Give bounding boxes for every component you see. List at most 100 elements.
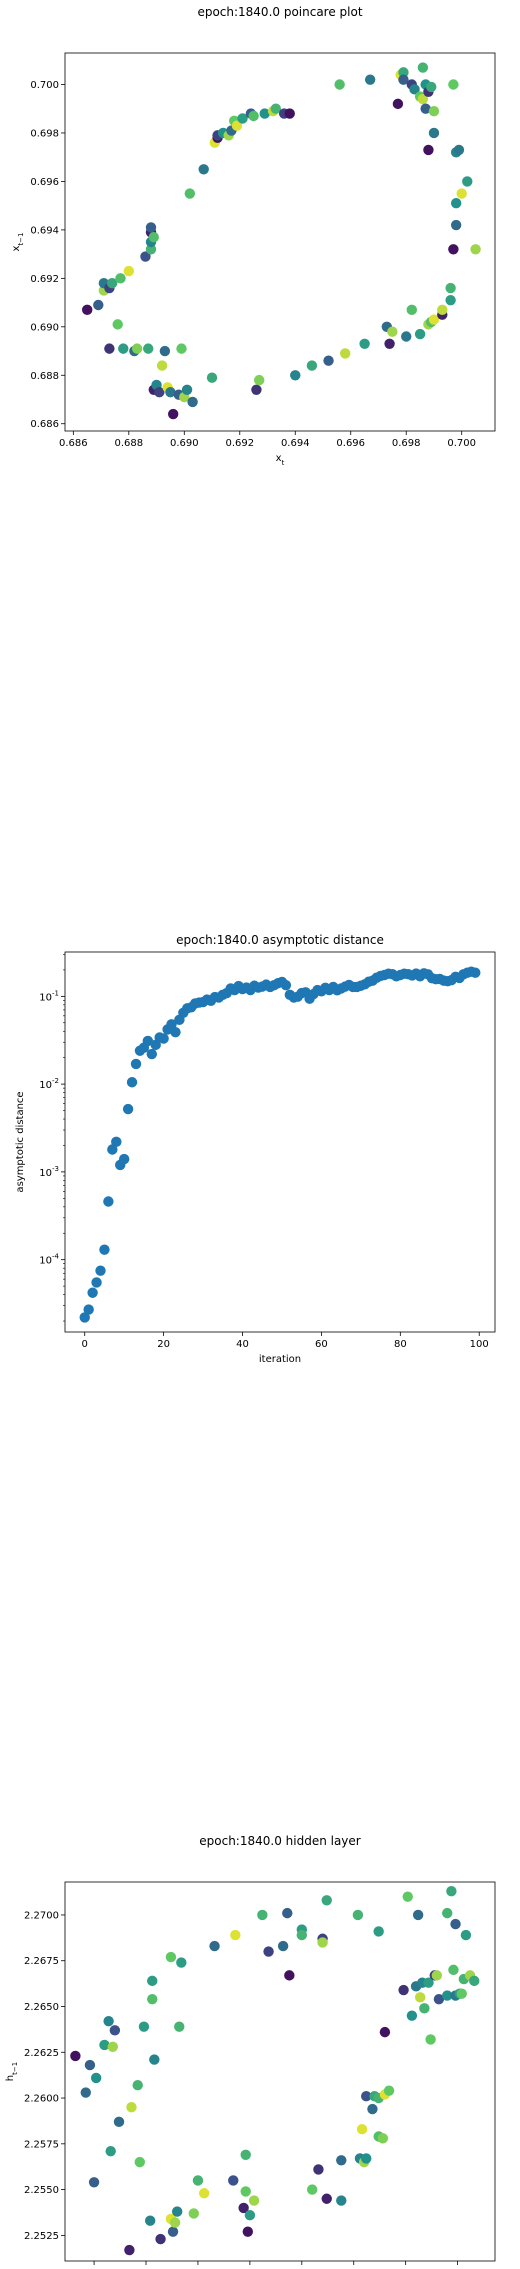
data-point — [364, 74, 376, 85]
x-tick-label: 0.700 — [447, 438, 476, 449]
data-point — [206, 372, 218, 383]
data-point — [313, 2164, 324, 2175]
data-point — [147, 1975, 158, 1987]
data-point — [306, 2184, 318, 2195]
data-point — [105, 2145, 116, 2157]
y-tick-label: 0.688 — [30, 371, 59, 382]
data-point — [428, 127, 440, 139]
data-point — [124, 2244, 135, 2256]
data-point — [317, 1937, 328, 1948]
data-point — [284, 1970, 295, 1981]
data-point — [80, 2087, 91, 2098]
y-tick-label: 2.2600 — [24, 2094, 59, 2105]
y-tick-label: 0.690 — [30, 322, 59, 333]
x-axis-label: xt — [276, 453, 285, 467]
y-tick-label: 2.2575 — [24, 2139, 59, 2150]
data-point — [392, 98, 404, 110]
points-group — [70, 1885, 480, 2256]
data-point — [99, 1244, 110, 1255]
y-tick-label: 10-3 — [39, 1165, 59, 1179]
data-point — [87, 1287, 98, 1298]
data-point — [448, 79, 459, 90]
data-point — [103, 2015, 114, 2027]
data-point — [146, 1048, 157, 1060]
data-point — [81, 304, 93, 316]
data-point — [126, 1077, 138, 1088]
chart-title: epoch:1840.0 asymptotic distance — [176, 933, 384, 947]
y-tick-exponent: -2 — [52, 1077, 59, 1085]
data-point — [115, 273, 126, 284]
data-point — [244, 2210, 256, 2221]
data-point — [425, 2034, 436, 2045]
data-point — [462, 176, 473, 187]
x-tick-label: 0.698 — [392, 438, 421, 449]
data-point — [442, 1990, 453, 2001]
data-point — [323, 355, 334, 366]
data-point — [113, 2116, 125, 2128]
data-point — [377, 2133, 389, 2144]
data-point — [142, 1035, 154, 1047]
data-point — [428, 105, 440, 117]
data-point — [469, 1975, 480, 1987]
data-point — [367, 2103, 378, 2115]
data-point — [417, 62, 429, 73]
data-point — [453, 144, 465, 156]
y-tick-label: 0.698 — [30, 128, 59, 139]
data-point — [409, 84, 420, 95]
data-point — [448, 244, 459, 255]
data-point — [248, 2195, 260, 2206]
data-point — [84, 2059, 96, 2071]
poincare-chart: epoch:1840.0 poincare plot 0.686 0.688 0.69… — [11, 5, 496, 467]
data-point — [147, 1993, 158, 2005]
data-point — [79, 1312, 90, 1323]
data-point — [460, 1929, 472, 1941]
x-axis-label: iteration — [259, 1354, 301, 1365]
data-point — [123, 265, 135, 277]
data-point — [412, 1909, 424, 1921]
y-tick-label: 0.700 — [30, 80, 59, 91]
x-tick-label: 80 — [394, 1339, 407, 1350]
data-point — [470, 967, 481, 978]
data-point — [423, 1977, 434, 1988]
data-point — [138, 2021, 150, 2032]
data-point — [321, 1895, 332, 1906]
y-tick-label: 10-2 — [39, 1077, 59, 1091]
y-axis-label: ht−1 — [5, 2062, 19, 2081]
data-point — [118, 343, 129, 354]
x-tick-label: 0.694 — [281, 438, 310, 449]
data-point — [165, 1951, 177, 1963]
data-point — [419, 2003, 430, 2014]
data-point — [402, 1891, 413, 1902]
data-point — [158, 1033, 169, 1044]
data-point — [132, 2080, 143, 2091]
data-point — [398, 1984, 409, 1996]
data-point — [259, 108, 270, 119]
plot-frame — [64, 1881, 496, 2262]
data-point — [251, 384, 262, 396]
x-tick-label: 100 — [470, 1339, 489, 1350]
y-tick-label: 2.2550 — [24, 2185, 59, 2196]
y-axis-label-sub: t−1 — [11, 2062, 19, 2075]
data-point — [198, 2188, 210, 2199]
y-tick-label: 10-1 — [39, 989, 59, 1003]
asymptotic-distance-chart: epoch:1840.0 asymptotic distance 0 20 40 60 8… — [15, 933, 496, 1365]
data-point — [144, 2215, 156, 2226]
data-point — [143, 343, 154, 354]
data-point — [112, 319, 123, 330]
data-point — [373, 1926, 384, 1937]
data-point — [437, 304, 448, 316]
y-axis-label: xt−1 — [11, 233, 25, 252]
data-point — [406, 2010, 418, 2021]
data-point — [240, 2149, 251, 2161]
points-group — [81, 62, 481, 420]
data-point — [103, 1196, 114, 1207]
data-point — [456, 1988, 467, 1999]
data-point — [149, 2054, 160, 2065]
y-tick-label: 2.2675 — [24, 1956, 59, 1967]
data-point — [209, 1940, 220, 1952]
data-point — [336, 2195, 347, 2206]
data-point — [321, 2193, 332, 2204]
data-point — [450, 1918, 461, 1930]
y-tick-label: 2.2525 — [24, 2231, 59, 2242]
data-point — [248, 110, 259, 122]
